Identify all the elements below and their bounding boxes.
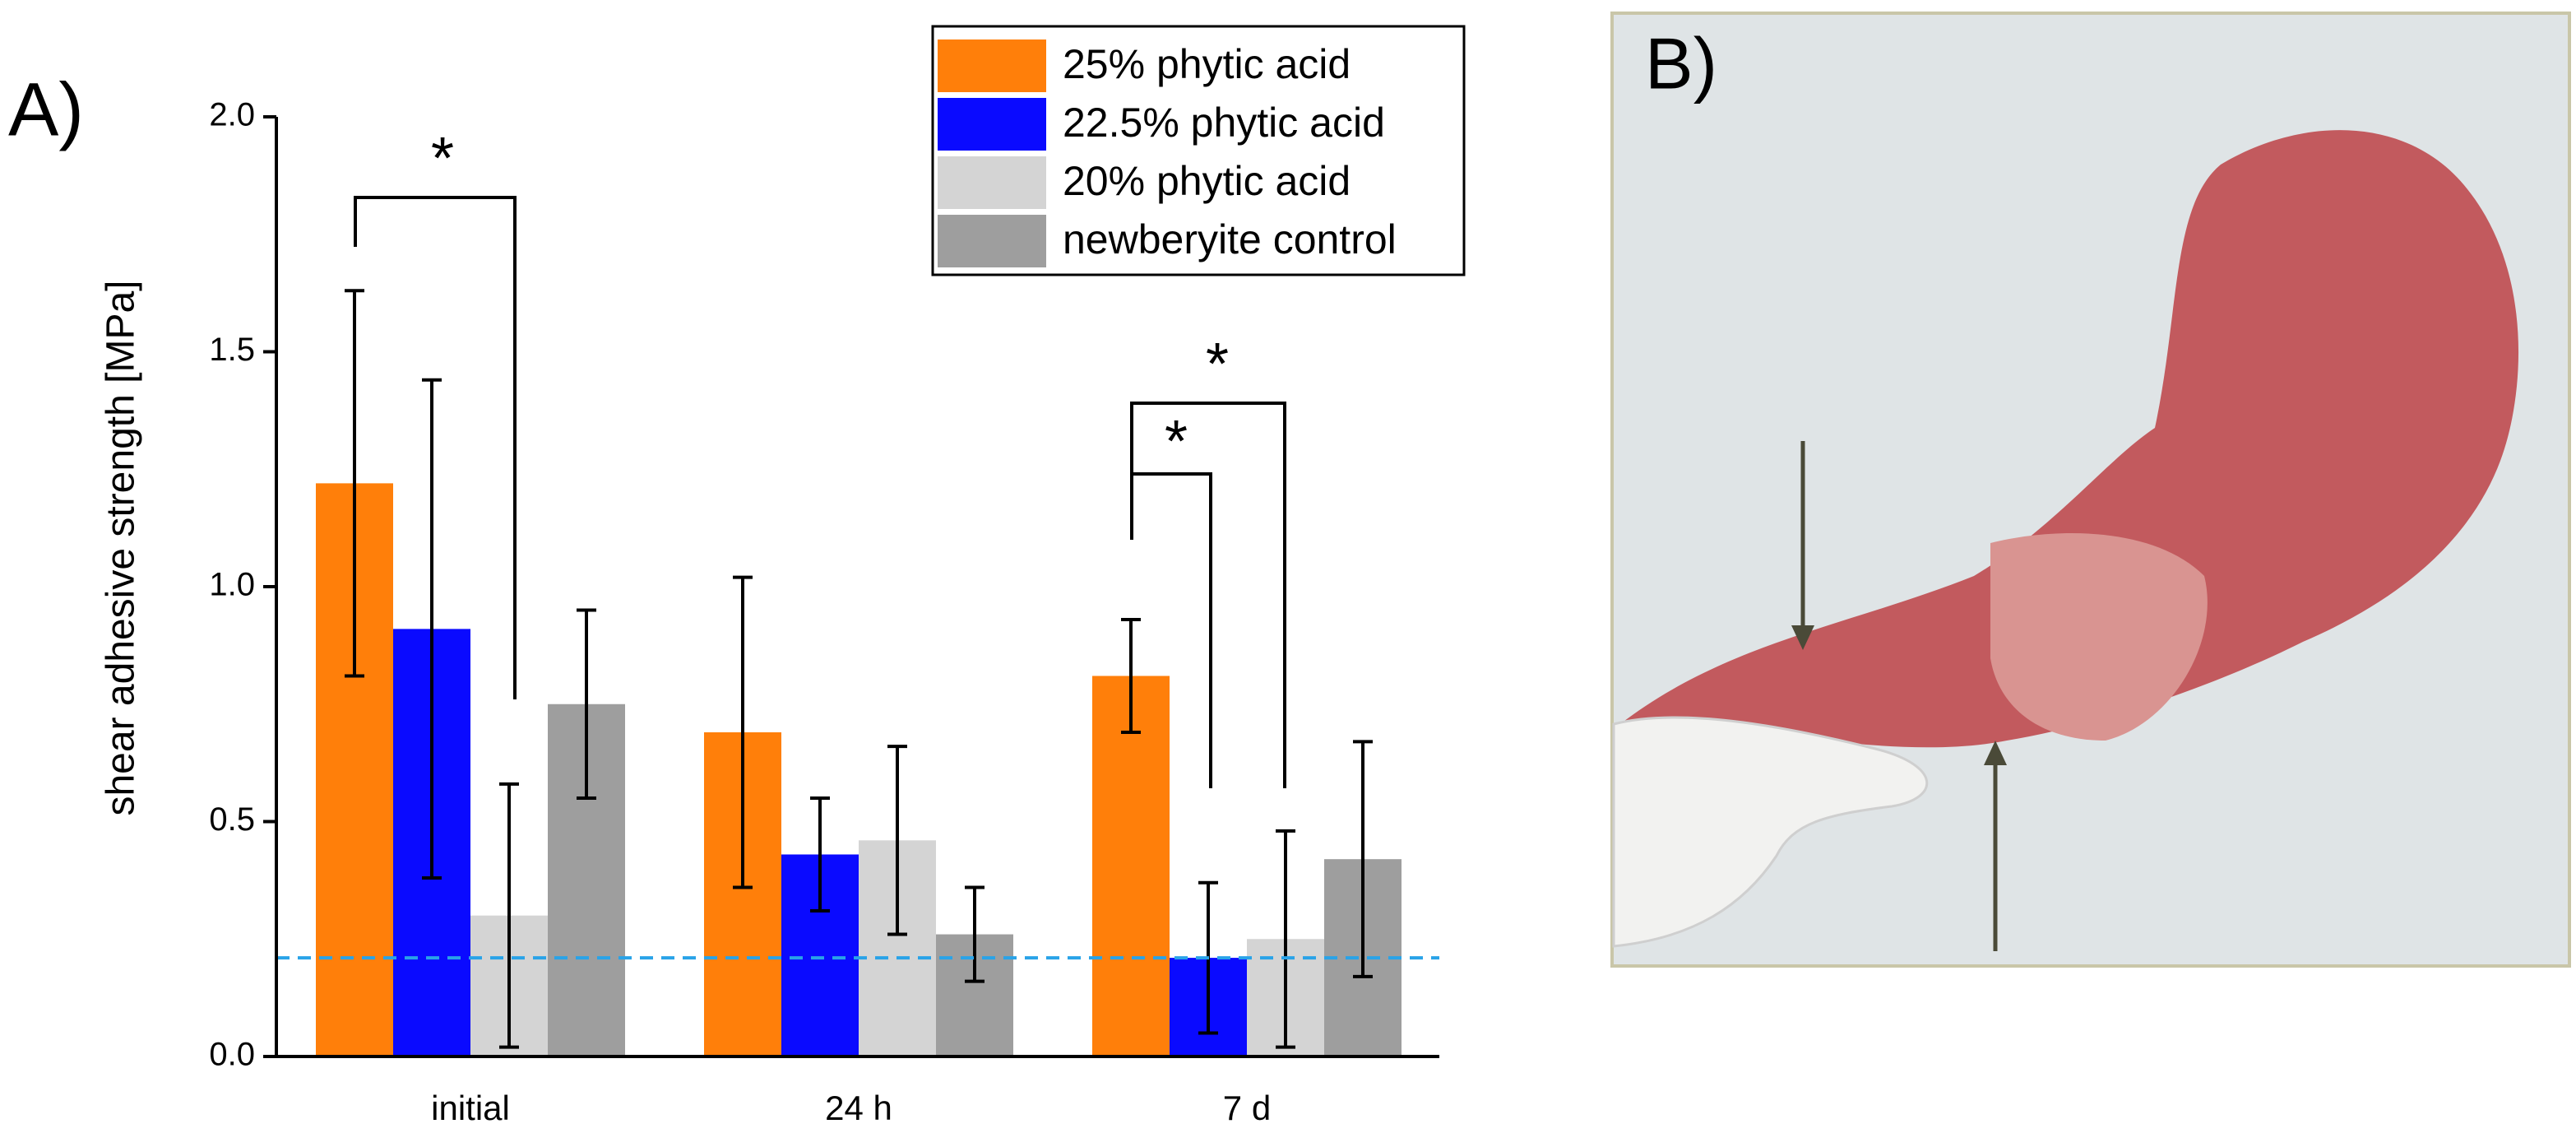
bar — [1092, 676, 1170, 1056]
error-bar — [810, 796, 830, 912]
legend-swatch — [938, 39, 1046, 92]
significance-bracket — [1130, 472, 1212, 788]
legend-swatch — [938, 215, 1046, 267]
y-tick-label: 1.5 — [209, 332, 255, 368]
error-bar — [1353, 740, 1373, 978]
y-tick-label: 0.5 — [209, 801, 255, 838]
legend-label: 20% phytic acid — [1063, 158, 1351, 204]
x-tick-label: 7 d — [1223, 1089, 1271, 1127]
arrow-head — [1791, 625, 1814, 650]
error-bar — [1276, 829, 1295, 1049]
error-bar — [733, 575, 753, 889]
legend-label: newberyite control — [1063, 216, 1397, 262]
panel-label: A) — [8, 67, 84, 151]
error-bar — [887, 745, 907, 936]
legend-label: 22.5% phytic acid — [1063, 100, 1385, 146]
legend-swatch — [938, 98, 1046, 151]
significance-label: * — [431, 126, 454, 192]
y-tick-label: 1.0 — [209, 567, 255, 603]
tissue — [1620, 130, 2519, 748]
error-bar — [965, 885, 985, 983]
error-bar — [499, 782, 519, 1049]
panel-label: B) — [1645, 22, 1717, 104]
legend-label: 25% phytic acid — [1063, 41, 1351, 87]
error-bar — [345, 289, 364, 678]
tissue-highlight — [1990, 533, 2208, 741]
error-bar — [1121, 617, 1141, 735]
glove — [1612, 716, 1929, 948]
x-tick-label: initial — [431, 1089, 510, 1127]
photo: B) — [1610, 12, 2571, 968]
significance-label: * — [1165, 409, 1188, 475]
error-bar — [422, 378, 442, 880]
arrow-head — [1984, 741, 2007, 765]
legend-swatch — [938, 156, 1046, 209]
error-bar — [577, 608, 596, 800]
x-tick-label: 24 h — [825, 1089, 892, 1127]
significance-bracket — [1130, 402, 1286, 788]
y-tick-label: 2.0 — [209, 97, 255, 133]
y-tick-label: 0.0 — [209, 1037, 255, 1073]
significance-bracket — [354, 196, 517, 699]
y-axis-title: shear adhesive strength [MPa] — [100, 280, 143, 815]
significance-label: * — [1206, 332, 1229, 397]
